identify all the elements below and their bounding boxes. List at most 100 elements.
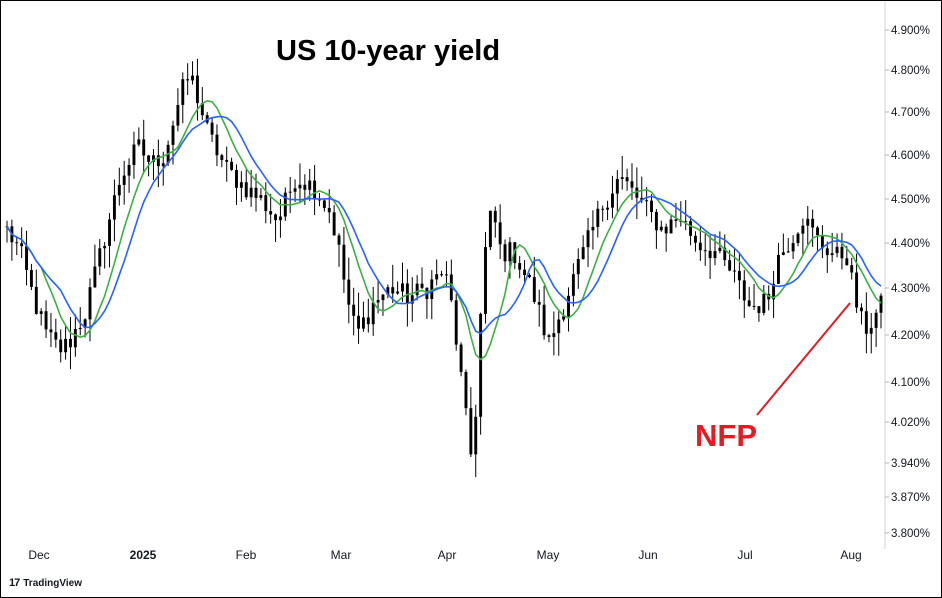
candle <box>396 281 400 295</box>
tradingview-logo-icon: 17 <box>9 577 20 589</box>
candle <box>269 194 273 224</box>
candle <box>39 308 43 326</box>
candle <box>518 256 522 279</box>
candle <box>137 127 141 147</box>
candle-body <box>259 195 263 198</box>
candle <box>332 205 336 236</box>
x-tick-label: Mar <box>331 548 352 562</box>
candle-body <box>117 184 121 196</box>
candle <box>718 231 722 254</box>
candle-body <box>591 226 595 231</box>
y-tick-label: 3.940% <box>891 458 930 470</box>
candle <box>806 206 810 246</box>
candle-body <box>718 247 722 252</box>
candle-body <box>708 250 712 259</box>
candle-body <box>596 208 600 227</box>
candle <box>5 220 9 243</box>
tradingview-watermark[interactable]: 17 TradingView <box>9 577 82 589</box>
candle-body <box>430 279 434 299</box>
candle-body <box>537 301 541 305</box>
candle <box>567 287 570 332</box>
candle <box>10 219 14 261</box>
candle-body <box>669 219 673 234</box>
y-tick-label: 4.900% <box>891 25 930 37</box>
candle-body <box>469 408 473 455</box>
candle-body <box>342 244 346 280</box>
candle-body <box>298 184 302 189</box>
candle <box>523 260 527 285</box>
candle <box>781 233 785 256</box>
candle <box>742 270 746 318</box>
candle-body <box>147 155 151 162</box>
candle <box>342 227 346 293</box>
candle-body <box>645 200 649 202</box>
candle <box>860 303 863 325</box>
candle <box>244 169 248 200</box>
candle-body <box>816 227 819 236</box>
candle-body <box>239 182 243 188</box>
candle <box>537 289 541 327</box>
candle-body <box>122 175 126 185</box>
candle <box>816 225 819 253</box>
candle <box>713 234 717 266</box>
candle-body <box>523 269 527 275</box>
candle <box>694 231 697 252</box>
candle-body <box>161 163 165 167</box>
y-tick-label: 4.700% <box>891 107 930 119</box>
candle <box>225 146 229 182</box>
candle-body <box>474 416 478 455</box>
candle <box>547 333 551 343</box>
candle <box>811 209 815 247</box>
candle <box>874 309 878 347</box>
candle <box>401 262 404 302</box>
candle <box>220 153 224 168</box>
candle <box>703 233 707 266</box>
candle <box>601 205 605 222</box>
candle-body <box>186 79 190 81</box>
candle <box>386 284 390 299</box>
candle-body <box>479 313 483 417</box>
candle-body <box>762 293 766 313</box>
candle <box>357 292 361 344</box>
candle <box>366 298 370 333</box>
candle-body <box>420 283 424 288</box>
y-tick-label: 4.020% <box>891 417 930 429</box>
candle-body <box>581 247 585 259</box>
candle-body <box>391 287 395 294</box>
candle-body <box>220 155 224 161</box>
candle-body <box>357 315 361 329</box>
chart-title: US 10-year yield <box>276 35 500 67</box>
candle-body <box>835 246 839 254</box>
candle-body <box>25 246 28 271</box>
candle-body <box>230 161 234 170</box>
candle <box>440 270 444 277</box>
candle-body <box>137 139 141 145</box>
candle <box>610 175 614 219</box>
candle <box>117 167 121 206</box>
candle-body <box>606 207 610 210</box>
candle-body <box>410 295 414 304</box>
candle-body <box>757 306 761 313</box>
candle <box>669 215 673 234</box>
candle <box>191 61 194 85</box>
candle-body <box>610 193 614 208</box>
candle-body <box>405 283 409 304</box>
candle-body <box>777 254 780 284</box>
candle-body <box>235 169 238 188</box>
candle <box>49 312 53 348</box>
candle <box>777 242 780 284</box>
candle <box>503 239 507 273</box>
candle <box>156 139 160 188</box>
candle <box>54 318 58 348</box>
candle-body <box>361 317 365 329</box>
candle-body <box>508 242 512 262</box>
candle <box>103 242 107 269</box>
candle <box>274 213 278 242</box>
candle-body <box>845 258 849 266</box>
candle-body <box>791 243 795 252</box>
x-tick-label: Jul <box>737 548 752 562</box>
candle <box>474 404 478 478</box>
candle-body <box>34 286 38 314</box>
candle-body <box>303 184 307 190</box>
